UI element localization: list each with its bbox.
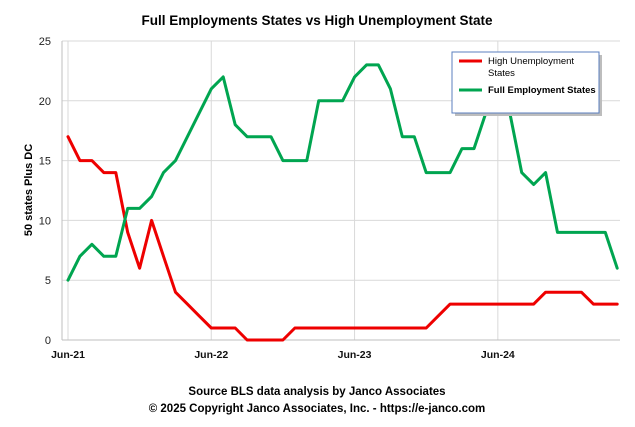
series <box>66 63 619 342</box>
source-line: Source BLS data analysis by Janco Associ… <box>188 386 445 398</box>
y-tick-label: 0 <box>45 335 51 347</box>
series-line-high-unemployment <box>66 135 619 342</box>
y-tick-label: 10 <box>39 215 51 227</box>
chart-title: Full Employments States vs High Unemploy… <box>141 13 493 28</box>
y-tick-labels: 0 5 10 15 20 25 <box>39 36 51 347</box>
y-tick-label: 25 <box>39 36 51 48</box>
y-tick-label: 5 <box>45 275 51 287</box>
source-line: © 2025 Copyright Janco Associates, Inc. … <box>149 403 486 415</box>
y-tick-label: 20 <box>39 96 51 108</box>
y-axis-label: 50 states Plus DC <box>23 144 35 236</box>
legend-label-full-employment: Full Employment States <box>488 85 596 96</box>
source-note: Source BLS data analysis by Janco Associ… <box>149 386 486 415</box>
legend-label-high-unemployment: States <box>488 68 515 79</box>
x-tick-label: Jun-22 <box>194 349 228 361</box>
legend-label-high-unemployment: High Unemployment <box>488 56 574 67</box>
x-tick-label: Jun-24 <box>481 349 515 361</box>
x-tick-label: Jun-21 <box>51 349 85 361</box>
x-tick-labels: Jun-21 Jun-22 Jun-23 Jun-24 <box>51 349 515 361</box>
series-line-full-employment <box>66 63 619 282</box>
y-tick-label: 15 <box>39 156 51 168</box>
x-tick-label: Jun-23 <box>338 349 372 361</box>
axes <box>61 41 620 341</box>
